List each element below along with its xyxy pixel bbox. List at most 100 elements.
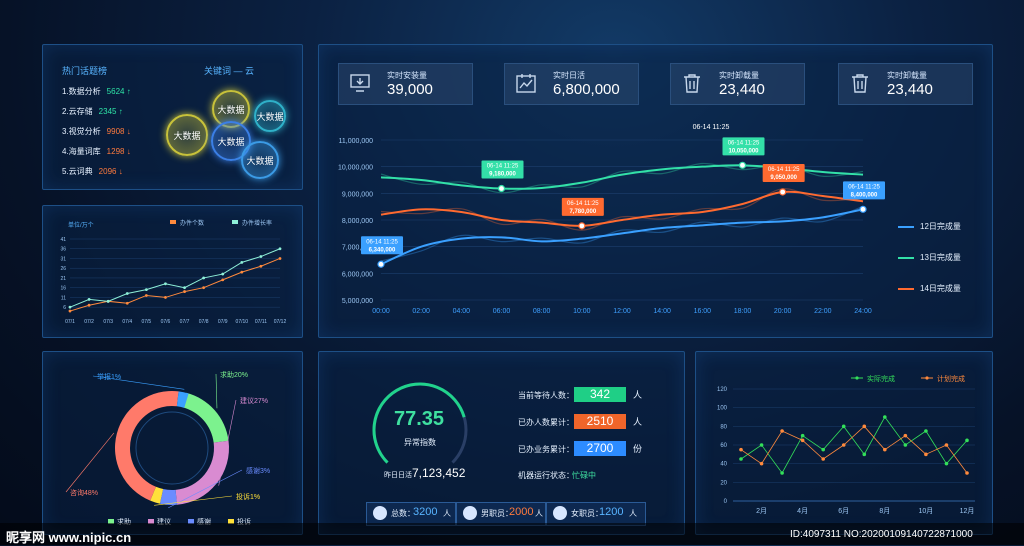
small-x-tick: 07/7 — [180, 319, 190, 325]
monthly-x-tick: 12月 — [960, 507, 975, 515]
annotation-box — [762, 164, 805, 182]
monthly-x-tick: 10月 — [919, 507, 934, 515]
small-x-tick: 07/5 — [141, 319, 151, 325]
staff-unit: 人 — [535, 509, 543, 518]
small-series-point — [164, 282, 167, 286]
monthly-series-point — [924, 429, 928, 433]
small-series-point — [125, 292, 129, 295]
unit-label: 单位/万个 — [68, 221, 94, 229]
monthly-x-tick: 2月 — [756, 507, 767, 515]
main-y-tick: 8,000,000 — [342, 218, 373, 225]
small-x-tick: 07/4 — [122, 319, 132, 325]
main-x-tick: 00:00 — [372, 308, 390, 315]
business-unit: 份 — [633, 444, 643, 454]
handled-label: 已办人数累计： — [518, 418, 574, 427]
main-series-line — [380, 208, 864, 266]
legend-marker — [898, 287, 914, 290]
small-y-tick: 16 — [60, 286, 66, 292]
annotation-value: 6,340,000 — [369, 247, 396, 253]
handled-unit: 人 — [633, 417, 643, 427]
donut-leader — [92, 375, 185, 390]
hot-topic-value: 2345 — [98, 107, 117, 116]
hot-topic-value: 5624 — [106, 87, 125, 96]
male-user-icon — [463, 506, 477, 520]
waiting-label: 当前等待人数： — [518, 391, 574, 400]
stat-label: 实时日活 — [553, 71, 585, 80]
hot-topic-label: 5.云词典 — [62, 167, 93, 176]
small-x-tick: 07/3 — [103, 319, 113, 325]
annotation-box — [843, 181, 885, 200]
monthly-y-tick: 120 — [717, 387, 728, 393]
donut-chart: 求助20% 建议27% 感谢3% 投诉1% 咨询48% 举报1% 求助 建议 感谢 投诉 — [65, 370, 270, 526]
monthly-series-point — [944, 443, 949, 447]
small-x-tick: 07/9 — [218, 319, 228, 325]
hot-topics-title: 热门话题榜 — [62, 66, 108, 76]
group-icon — [373, 506, 387, 520]
monthly-series-point — [883, 447, 887, 452]
staff-value: 2000 — [509, 506, 534, 518]
monthly-legend-label: 实际完成 — [867, 374, 895, 383]
hot-topic-value: 1298 — [106, 147, 125, 156]
gauge-label: 异常指数 — [404, 438, 436, 447]
legend-marker — [898, 256, 914, 259]
yesterday-label: 昨日日活 — [384, 472, 412, 479]
donut-slice — [159, 489, 177, 505]
annotation-value: 10,050,000 — [728, 148, 759, 154]
monthly-series-point — [800, 433, 805, 438]
hot-topic-label: 1.数据分析 — [62, 87, 101, 96]
annotation-value: 9,050,000 — [770, 175, 797, 181]
donut-label: 建议27% — [240, 396, 268, 405]
legend-label: 13日完成量 — [920, 253, 961, 262]
donut-leader — [154, 495, 233, 506]
monthly-y-tick: 40 — [720, 462, 727, 468]
monthly-x-tick: 4月 — [797, 507, 808, 515]
stat-card: 实时卸载量 23,440 — [838, 63, 973, 105]
stat-card: 实时安装量 39,000 — [338, 63, 473, 105]
annotation-time: 06-14 11:25 — [366, 239, 398, 245]
small-y-tick: 41 — [60, 237, 66, 243]
main-x-tick: 16:00 — [694, 308, 712, 315]
small-series-point — [278, 257, 282, 260]
main-x-tick: 02:00 — [412, 308, 430, 315]
small-series-point — [221, 272, 225, 276]
small-y-tick: 21 — [60, 276, 66, 282]
keyword-bubble: 大数据 — [254, 100, 286, 132]
keyword-bubble: 大数据 — [241, 141, 279, 179]
monthly-chart: 实际完成 计划完成 0 20 40 60 80 100 120 2月 4月 6月 8月 10月 12月 — [717, 374, 975, 515]
monthly-series-point — [841, 424, 846, 429]
donut-legend-marker — [188, 519, 194, 524]
main-x-tick: 22:00 — [814, 308, 832, 315]
hot-topic-label: 2.云存储 — [62, 107, 93, 116]
small-y-tick: 36 — [60, 247, 66, 253]
calendar-line — [519, 74, 533, 89]
donut-label: 举报1% — [97, 372, 121, 381]
small-series-point — [221, 278, 225, 282]
donut-leader — [65, 432, 115, 493]
hot-topic-row: 4.海量词库 1298 ↓ — [62, 146, 131, 157]
donut-legend-marker — [228, 519, 234, 524]
monthly-series-point — [883, 415, 887, 419]
annotation-point — [497, 184, 506, 193]
arrow-down-icon: ↓ — [124, 127, 131, 136]
female-user-icon — [553, 506, 567, 520]
calendar-frame — [516, 75, 536, 93]
hot-topic-value: 2096 — [98, 167, 117, 176]
annotation-point — [859, 205, 867, 213]
donut-legend-marker — [148, 519, 154, 524]
stat-value: 23,440 — [887, 81, 933, 98]
hot-topic-label: 3.视觉分析 — [62, 127, 101, 136]
main-y-tick: 7,000,000 — [342, 245, 373, 252]
staff-label: 总数： — [391, 509, 415, 518]
main-y-tick: 10,000,000 — [338, 165, 373, 172]
main-x-tick: 10:00 — [573, 308, 591, 315]
business-label: 已办业务累计： — [518, 445, 574, 454]
main-y-tick: 5,000,000 — [342, 298, 373, 305]
status-value: 忙碌中 — [572, 471, 596, 480]
stat-value: 39,000 — [387, 81, 433, 98]
small-series-point — [125, 301, 129, 305]
annotation-value: 9,180,000 — [489, 172, 516, 178]
donut-legend-label: 建议 — [157, 517, 171, 526]
main-x-tick: 14:00 — [653, 308, 671, 315]
main-y-tick: 11,000,000 — [338, 138, 373, 145]
small-x-tick: 07/11 — [255, 319, 267, 325]
